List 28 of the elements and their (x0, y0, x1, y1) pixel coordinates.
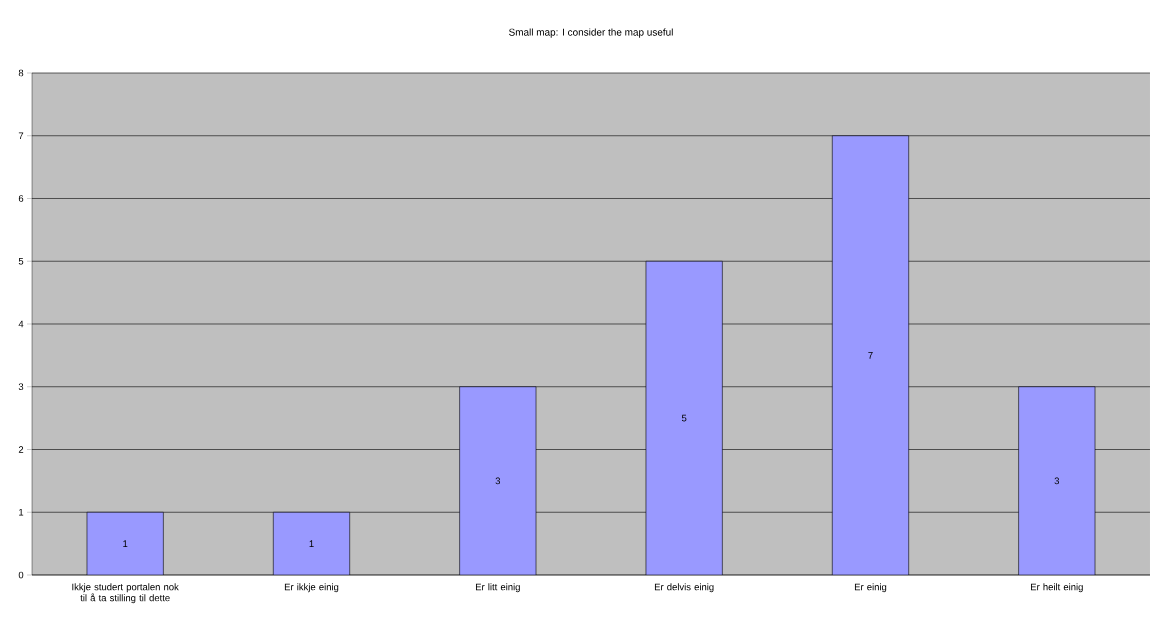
x-tick-label: Er einig (854, 583, 887, 593)
x-tick-label: Er litt einig (475, 583, 520, 593)
x-tick-label: Er delvis einig (654, 583, 714, 593)
y-tick-label: 3 (18, 383, 24, 391)
x-tick-label: Ikkje studert portalen nok til å ta stilling til dette (72, 583, 179, 604)
y-tick-label: 1 (19, 508, 24, 516)
bar (273, 511, 350, 575)
data-label: 5 (681, 414, 687, 422)
x-tick-label: Er ikkje einig (284, 583, 339, 593)
y-tick-label: 4 (18, 320, 24, 328)
bar (459, 386, 537, 575)
data-label: 1 (309, 540, 314, 547)
bar (1018, 386, 1096, 575)
y-tick-label: 7 (18, 132, 24, 139)
y-tick-label: 5 (18, 257, 24, 265)
bar (86, 511, 164, 575)
y-tick-label: 2 (18, 446, 24, 453)
x-tick-label: Er heilt einig (1031, 583, 1083, 593)
y-tick-label: 6 (18, 195, 24, 202)
y-tick-label: 0 (18, 571, 24, 579)
data-label: 3 (1054, 477, 1060, 485)
data-label: 3 (495, 477, 501, 485)
bar (645, 260, 723, 575)
data-label: 7 (868, 352, 873, 359)
bar (831, 135, 909, 575)
data-label: 1 (123, 540, 128, 547)
y-tick-label: 8 (18, 69, 24, 77)
chart-title: Small map: I consider the map useful (509, 28, 673, 38)
